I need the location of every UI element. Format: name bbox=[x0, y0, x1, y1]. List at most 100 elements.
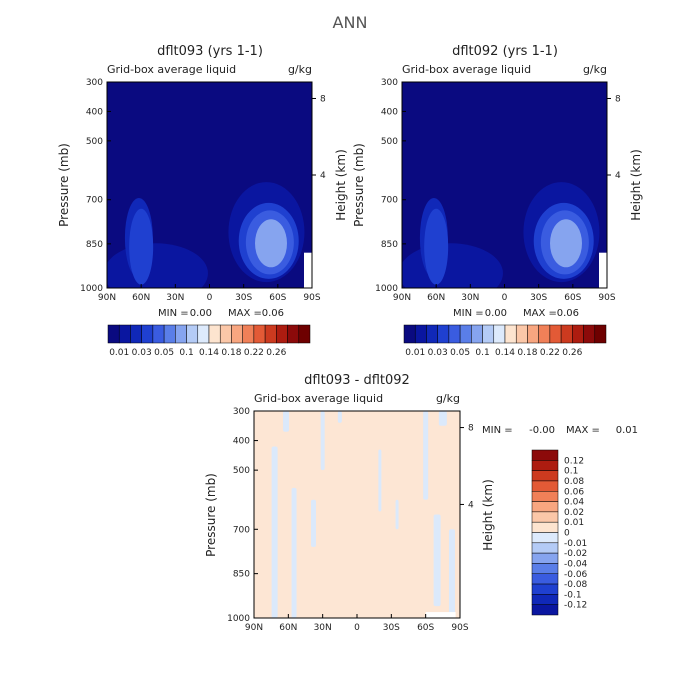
x-tick-label: 90S bbox=[303, 293, 320, 303]
colorbar-swatch bbox=[504, 324, 517, 344]
contour-region bbox=[402, 243, 503, 288]
figure-title: ANN bbox=[333, 13, 368, 32]
colorbar-label: 0.08 bbox=[564, 477, 584, 487]
x-tick-label: 0 bbox=[502, 293, 508, 303]
colorbar-swatch bbox=[572, 324, 584, 344]
colorbar-swatch bbox=[549, 324, 562, 344]
y-tick-label: 400 bbox=[233, 437, 250, 447]
colorbar-swatch bbox=[242, 324, 255, 344]
colorbar-swatch bbox=[231, 324, 243, 344]
x-tick-label: 30S bbox=[235, 293, 252, 303]
y-tick-label: 1000 bbox=[375, 284, 398, 294]
panel-subtitle: Grid-box average liquid bbox=[254, 392, 383, 405]
x-tick-label: 90N bbox=[393, 293, 411, 303]
colorbar-swatch bbox=[414, 324, 427, 344]
colorbar-label: -0.04 bbox=[564, 559, 588, 569]
colorbar-swatch bbox=[163, 324, 176, 344]
x-tick-label: 60N bbox=[427, 293, 445, 303]
colorbar-swatch bbox=[531, 552, 559, 564]
colorbar-label: 0.14 bbox=[199, 348, 219, 358]
colorbar-label: 0.22 bbox=[244, 348, 264, 358]
y-axis-label: Pressure (mb) bbox=[204, 473, 218, 557]
colorbar-swatch bbox=[219, 324, 232, 344]
colorbar-swatch bbox=[515, 324, 528, 344]
y-tick-label: 400 bbox=[381, 107, 398, 117]
colorbar-swatch bbox=[152, 324, 165, 344]
colorbar-label: 0.12 bbox=[564, 456, 584, 466]
x-tick-label: 0 bbox=[354, 623, 360, 633]
y-axis-label: Pressure (mb) bbox=[352, 143, 366, 227]
colorbar-label: 0.18 bbox=[221, 348, 241, 358]
panel-title: dflt092 (yrs 1-1) bbox=[452, 44, 558, 59]
max-label: MAX = bbox=[228, 308, 262, 319]
y-tick-label: 850 bbox=[381, 240, 398, 250]
colorbar-label: 0.05 bbox=[450, 348, 470, 358]
colorbar-swatch bbox=[118, 324, 131, 344]
x-tick-label: 90S bbox=[598, 293, 615, 303]
colorbar: 0.120.10.080.060.040.020.010-0.01-0.02-0… bbox=[531, 449, 588, 616]
x-tick-label: 30S bbox=[383, 623, 400, 633]
contour-region bbox=[129, 208, 154, 285]
x-tick-label: 60S bbox=[269, 293, 286, 303]
negative-region bbox=[423, 411, 429, 500]
contour-region bbox=[255, 219, 287, 268]
x-tick-label: 30S bbox=[530, 293, 547, 303]
contour-plot: 90N 60N 30N 0 30S 60S 90S 300 400 500 700 850 1000 8 4 bbox=[80, 78, 326, 303]
negative-region bbox=[271, 446, 278, 618]
colorbar-swatch bbox=[264, 324, 277, 344]
y-tick-label: 500 bbox=[233, 466, 250, 476]
min-value: 0.00 bbox=[485, 308, 507, 319]
colorbar-swatch bbox=[482, 324, 495, 344]
negative-region bbox=[291, 487, 297, 618]
negative-region bbox=[311, 499, 317, 548]
colorbar-swatch bbox=[493, 324, 506, 344]
colorbar-label: 0.1 bbox=[475, 348, 489, 358]
colorbar-swatch bbox=[175, 324, 187, 344]
panel-title: dflt093 (yrs 1-1) bbox=[157, 44, 263, 59]
y2-tick-label: 4 bbox=[320, 171, 326, 181]
colorbar-swatch bbox=[197, 324, 210, 344]
colorbar-label: -0.1 bbox=[564, 590, 582, 600]
colorbar-swatch bbox=[298, 324, 311, 344]
colorbar-swatch bbox=[527, 324, 539, 344]
min-label: MIN = bbox=[482, 425, 513, 436]
colorbar-swatch bbox=[186, 324, 199, 344]
colorbar-label: 0.1 bbox=[564, 467, 578, 477]
colorbar-swatch bbox=[471, 324, 483, 344]
colorbar-label: 0.01 bbox=[109, 348, 129, 358]
colorbar-swatch bbox=[531, 532, 559, 544]
colorbar-label: 0.26 bbox=[266, 348, 286, 358]
colorbar-label: 0.22 bbox=[540, 348, 560, 358]
colorbar-label: 0.1 bbox=[179, 348, 193, 358]
colorbar-label: 0.03 bbox=[428, 348, 448, 358]
contour-plot: 90N 60N 30N 0 30S 60S 90S 300 400 500 700 850 1000 8 4 bbox=[227, 407, 474, 633]
y-tick-label: 300 bbox=[233, 407, 250, 417]
panel-difference: dflt093 - dflt092 Grid-box average liqui… bbox=[204, 373, 638, 633]
y2-axis-label: Height (km) bbox=[629, 149, 643, 220]
x-tick-label: 90N bbox=[98, 293, 116, 303]
panel-dflt092: dflt092 (yrs 1-1) Grid-box average liqui… bbox=[352, 44, 643, 358]
panel-title: dflt093 - dflt092 bbox=[304, 373, 410, 388]
colorbar-label: 0.14 bbox=[495, 348, 515, 358]
max-value: 0.01 bbox=[616, 425, 638, 436]
colorbar-swatch bbox=[531, 573, 559, 585]
colorbar-label: -0.08 bbox=[564, 580, 588, 590]
colorbar-label: -0.01 bbox=[564, 539, 587, 549]
y-tick-label: 1000 bbox=[227, 614, 250, 624]
field-background bbox=[254, 411, 460, 618]
negative-region bbox=[395, 499, 399, 530]
x-tick-label: 60N bbox=[279, 623, 297, 633]
colorbar-swatch bbox=[531, 563, 559, 574]
negative-region bbox=[378, 449, 382, 512]
plot-area bbox=[402, 82, 607, 288]
colorbar-swatch bbox=[531, 604, 559, 616]
x-tick-label: 30N bbox=[314, 623, 332, 633]
panel-subtitle: Grid-box average liquid bbox=[402, 63, 531, 76]
colorbar-swatch bbox=[531, 583, 559, 595]
contour-region bbox=[107, 243, 208, 288]
y-tick-label: 700 bbox=[86, 196, 103, 206]
y-axis-label: Pressure (mb) bbox=[57, 143, 71, 227]
colorbar-swatch bbox=[130, 324, 142, 344]
colorbar-label: -0.06 bbox=[564, 570, 588, 580]
